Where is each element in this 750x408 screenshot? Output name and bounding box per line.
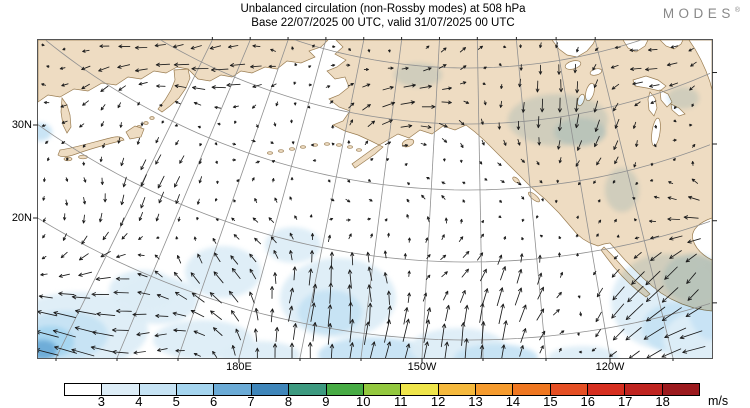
colorbar-segment <box>289 384 327 395</box>
colorbar <box>64 383 700 396</box>
lon-label: 120W <box>595 361 625 373</box>
map-frame <box>37 39 713 359</box>
colorbar-segment <box>251 384 290 395</box>
colorbar-segment <box>102 384 140 395</box>
colorbar-tick-label: 7 <box>247 394 255 408</box>
lon-label: 150W <box>407 361 437 373</box>
colorbar-tick-label: 16 <box>580 394 595 408</box>
chart-subtitle: Base 22/07/2025 00 UTC, valid 31/07/2025… <box>251 17 515 29</box>
colorbar-tick-label: 15 <box>543 394 558 408</box>
colorbar-segment <box>550 384 589 395</box>
modes-logo: MODES® <box>663 6 740 21</box>
chart-title: Unbalanced circulation (non-Rossby modes… <box>240 3 526 15</box>
lat-label: 30N <box>11 119 32 131</box>
colorbar-tick-label: 17 <box>617 394 633 408</box>
colorbar-segment <box>662 384 700 395</box>
colorbar-tick-label: 10 <box>356 394 371 408</box>
colorbar-tick-label: 9 <box>322 394 330 408</box>
colorbar-tick-label: 11 <box>393 394 408 408</box>
colorbar-segment <box>139 384 178 395</box>
colorbar-segment <box>588 384 626 395</box>
colorbar-segment <box>438 384 476 395</box>
colorbar-segment <box>214 384 252 395</box>
wind-vectors <box>38 42 706 358</box>
colorbar-segment <box>363 384 402 395</box>
modes-logo-text: MODES <box>662 6 735 21</box>
speed-shading <box>38 63 712 358</box>
colorbar-segment <box>513 384 551 395</box>
colorbar-unit: m/s <box>708 394 729 408</box>
colorbar-tick-label: 13 <box>468 394 483 408</box>
colorbar-tick-label: 5 <box>172 394 180 408</box>
map-canvas <box>38 40 712 358</box>
colorbar-tick-label: 12 <box>430 394 446 408</box>
graticule <box>38 40 711 358</box>
colorbar-segment <box>65 384 103 395</box>
colorbar-segment <box>177 384 215 395</box>
lon-label: 180E <box>226 361 252 373</box>
colorbar-segment <box>475 384 514 395</box>
colorbar-tick-label: 18 <box>655 394 670 408</box>
registered-mark: ® <box>734 7 740 14</box>
colorbar-tick-label: 3 <box>97 394 106 408</box>
colorbar-tick-label: 14 <box>505 394 521 408</box>
colorbar-tick-label: 8 <box>284 394 293 408</box>
colorbar-segment <box>326 384 364 395</box>
lat-label: 20N <box>11 212 32 224</box>
colorbar-tick-label: 4 <box>135 394 143 408</box>
colorbar-tick-label: 6 <box>210 394 218 408</box>
colorbar-segment <box>625 384 663 395</box>
colorbar-segment <box>401 384 439 395</box>
